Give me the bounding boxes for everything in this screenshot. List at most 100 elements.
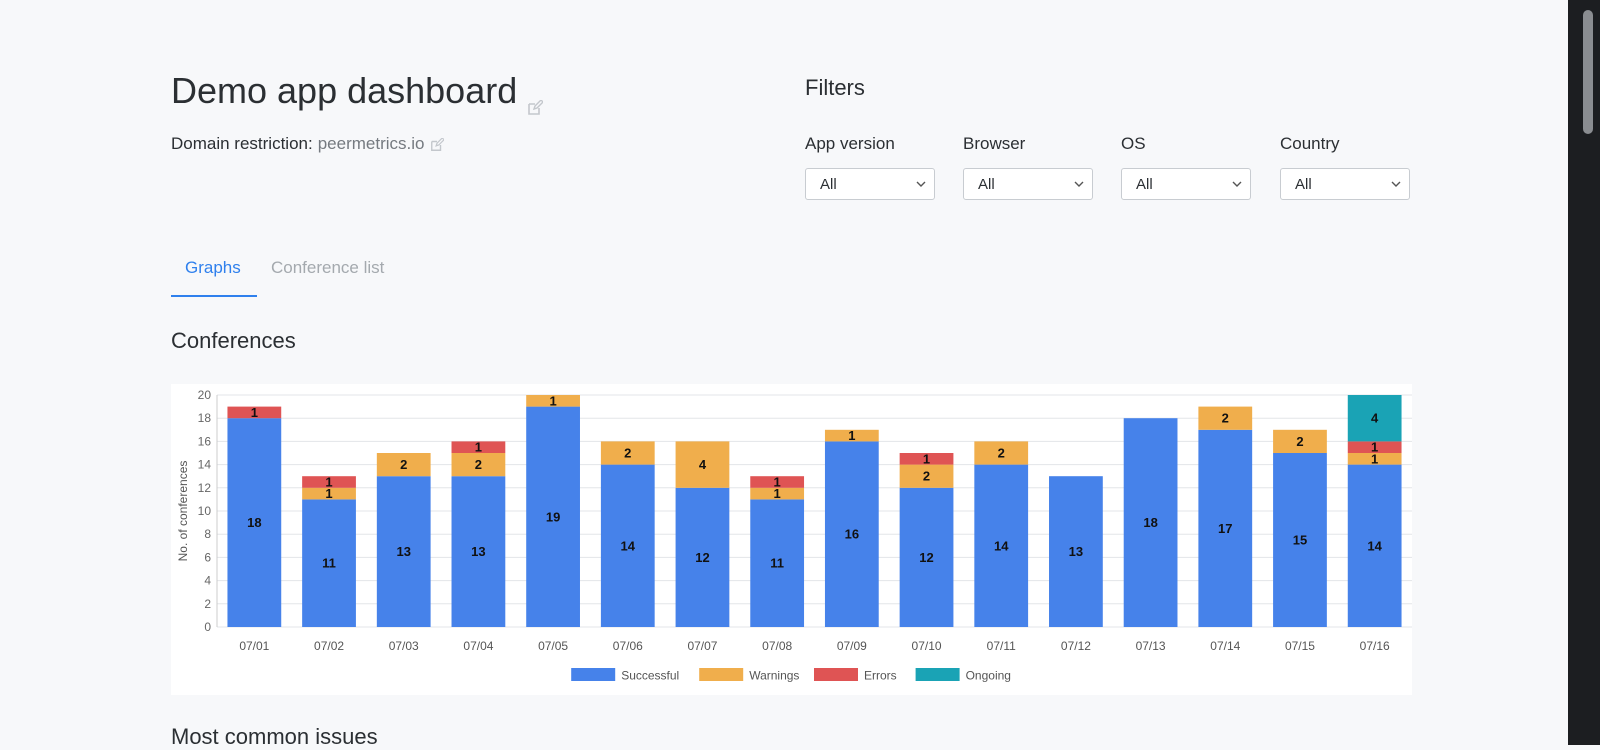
- x-tick-label: 07/09: [837, 639, 867, 653]
- filter-label: Browser: [963, 134, 1026, 153]
- bar-data-label: 14: [1367, 538, 1382, 553]
- browser-select[interactable]: All: [963, 168, 1093, 200]
- bar-data-label: 14: [994, 538, 1009, 553]
- bar-segment-warnings: [750, 487, 805, 500]
- legend-swatch-successful: [571, 668, 616, 681]
- bar-segment-warnings: [1198, 406, 1253, 430]
- bar-data-label: 1: [549, 393, 556, 408]
- x-tick-label: 07/13: [1136, 639, 1166, 653]
- bar-segment-ongoing: [1347, 395, 1402, 442]
- bar-data-label: 2: [923, 469, 930, 484]
- edit-domain-icon[interactable]: [430, 137, 446, 151]
- app-version-select[interactable]: All: [805, 168, 935, 200]
- legend-label: Errors: [864, 669, 897, 683]
- tab-conference-list[interactable]: Conference list: [271, 258, 385, 277]
- bar-segment-warnings: [376, 453, 431, 477]
- scrollbar[interactable]: [1568, 0, 1600, 745]
- bar-segment-successful: [227, 418, 282, 627]
- bar-segment-errors: [451, 441, 506, 453]
- filter-app-version: App version All: [805, 134, 937, 200]
- country-select[interactable]: All: [1280, 168, 1410, 200]
- y-tick-label: 0: [204, 620, 211, 634]
- y-tick-label: 16: [198, 434, 212, 448]
- x-tick-label: 07/11: [987, 639, 1016, 653]
- x-tick-label: 07/01: [239, 639, 269, 653]
- x-tick-label: 07/10: [912, 639, 942, 653]
- bar-data-label: 11: [770, 556, 784, 571]
- bar-data-label: 1: [774, 475, 781, 490]
- x-tick-label: 07/14: [1210, 639, 1240, 653]
- y-tick-label: 8: [204, 527, 211, 541]
- bar-data-label: 2: [998, 446, 1005, 461]
- bar-data-label: 2: [1296, 434, 1303, 449]
- legend-swatch-errors: [814, 668, 858, 681]
- scrollbar-thumb[interactable]: [1583, 10, 1593, 134]
- os-select[interactable]: All: [1121, 168, 1251, 200]
- page-title: Demo app dashboard: [171, 70, 545, 115]
- bar-segment-successful: [899, 487, 954, 627]
- bar-data-label: 13: [1069, 544, 1083, 559]
- filter-label: App version: [805, 134, 895, 153]
- bar-data-label: 18: [247, 515, 261, 530]
- tab-graphs[interactable]: Graphs: [185, 258, 241, 277]
- bar-segment-successful: [750, 499, 805, 627]
- bar-data-label: 17: [1218, 521, 1232, 536]
- bar-segment-errors: [302, 476, 356, 488]
- bar-data-label: 13: [471, 544, 485, 559]
- bar-segment-errors: [227, 406, 282, 419]
- bar-data-label: 2: [624, 446, 631, 461]
- x-tick-label: 07/07: [687, 639, 717, 653]
- filter-label: Country: [1280, 134, 1340, 153]
- x-tick-label: 07/05: [538, 639, 568, 653]
- bar-segment-successful: [1347, 464, 1402, 627]
- bar-data-label: 15: [1293, 533, 1307, 548]
- bar-data-label: 12: [695, 550, 709, 565]
- select-value: All: [820, 175, 837, 193]
- x-tick-label: 07/08: [762, 639, 792, 653]
- legend-label: Successful: [621, 669, 679, 683]
- bar-segment-successful: [302, 499, 356, 627]
- bar-data-label: 4: [1371, 411, 1379, 426]
- y-tick-label: 10: [198, 504, 212, 518]
- bar-segment-warnings: [451, 453, 506, 477]
- bar-segment-successful: [824, 441, 879, 627]
- filter-country: Country All: [1280, 134, 1412, 200]
- bar-data-label: 1: [1371, 451, 1378, 466]
- bar-data-label: 2: [1222, 411, 1229, 426]
- bar-segment-successful: [1273, 453, 1327, 627]
- bar-segment-errors: [1347, 441, 1402, 453]
- chevron-down-icon: [1391, 181, 1401, 187]
- chevron-down-icon: [916, 181, 926, 187]
- legend-label: Ongoing: [966, 669, 1011, 683]
- bar-data-label: 2: [400, 457, 407, 472]
- bar-data-label: 1: [774, 486, 781, 501]
- chevron-down-icon: [1074, 181, 1084, 187]
- legend-label: Warnings: [749, 669, 799, 683]
- select-value: All: [1136, 175, 1153, 193]
- x-tick-label: 07/16: [1360, 639, 1390, 653]
- bar-data-label: 14: [621, 538, 636, 553]
- bar-segment-warnings: [824, 429, 879, 442]
- bar-segment-successful: [1198, 429, 1253, 627]
- bar-data-label: 19: [546, 509, 560, 524]
- y-tick-label: 6: [204, 550, 211, 564]
- chevron-down-icon: [1232, 181, 1242, 187]
- edit-title-icon[interactable]: [527, 83, 545, 115]
- select-value: All: [1295, 175, 1312, 193]
- bar-data-label: 1: [251, 405, 258, 420]
- legend-swatch-ongoing: [915, 668, 960, 681]
- bar-segment-errors: [899, 453, 954, 465]
- x-tick-label: 07/04: [463, 639, 493, 653]
- active-tab-indicator: [171, 295, 257, 297]
- bar-segment-warnings: [1347, 453, 1402, 465]
- domain-restriction: Domain restriction: peermetrics.io: [171, 134, 446, 154]
- y-tick-label: 4: [204, 574, 211, 588]
- y-axis-label: No. of conferences: [176, 461, 190, 562]
- filters-title: Filters: [805, 75, 865, 100]
- conferences-chart-card: 0 2 4 6 8 10 12 14 16 18 20 No. of conferences 18 1 07…: [171, 384, 1412, 695]
- x-tick-label: 07/02: [314, 639, 344, 653]
- bar-data-label: 1: [848, 428, 855, 443]
- x-tick-label: 07/15: [1285, 639, 1315, 653]
- filter-browser: Browser All: [963, 134, 1095, 200]
- bar-segment-successful: [974, 464, 1029, 627]
